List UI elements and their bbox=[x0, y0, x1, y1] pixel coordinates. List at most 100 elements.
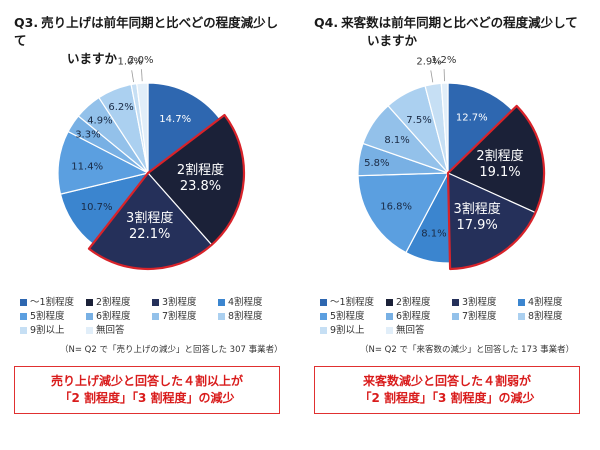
legend-swatch bbox=[518, 313, 525, 320]
legend-item-7: 7割程度 bbox=[452, 310, 518, 324]
title-line2: いますか bbox=[367, 33, 418, 48]
highlight-outline bbox=[446, 104, 546, 271]
legend-label: 7割程度 bbox=[462, 311, 497, 322]
data-label-slice-2: 2割程度 19.1% bbox=[476, 148, 523, 180]
legend-swatch bbox=[320, 299, 327, 306]
legend-item-7: 7割程度 bbox=[152, 310, 218, 324]
data-label-slice-4: 8.1% bbox=[421, 229, 446, 240]
legend-swatch bbox=[386, 327, 393, 334]
legend-swatch bbox=[218, 313, 225, 320]
legend-label: 4割程度 bbox=[228, 297, 263, 308]
data-label-slice-8: 7.5% bbox=[406, 115, 431, 126]
legend-item-1: ～1割程度 bbox=[20, 296, 86, 310]
question-number: Q3. bbox=[14, 15, 39, 30]
legend-item-2: 2割程度 bbox=[86, 296, 152, 310]
data-label-slice-8: 6.2% bbox=[108, 102, 133, 113]
legend-swatch bbox=[20, 313, 27, 320]
pie-slice-10 bbox=[440, 82, 449, 174]
sample-note: （N= Q2 で「売り上げの減少」と回答した 307 事業者） bbox=[60, 345, 283, 355]
pie-slice-1 bbox=[447, 82, 514, 175]
legend-label: 無回答 bbox=[96, 325, 125, 336]
callout-box: 来客数減少と回答した４割弱が 「2 割程度」「3 割程度」の減少 bbox=[314, 366, 580, 414]
legend: ～1割程度 2割程度 3割程度 4割程度 5割程度 6割程度 7割程度 8割程度 9割以上 無回答 bbox=[320, 296, 590, 338]
chart-title: Q4. 来客数は前年同期と比べどの程度減少して いますか bbox=[314, 14, 589, 50]
legend-label: 6割程度 bbox=[396, 311, 431, 322]
legend-item-5: 5割程度 bbox=[20, 310, 86, 324]
chart-panel-q3: Q3. 売り上げは前年同期と比べどの程度減少して いますか 14.7% 2割程度 23… bbox=[14, 14, 290, 414]
legend-label: 2割程度 bbox=[396, 297, 431, 308]
data-label-slice-10: 1.2% bbox=[431, 55, 456, 66]
pie-slice-5 bbox=[57, 130, 150, 195]
legend-item-4: 4割程度 bbox=[218, 296, 284, 310]
title-line1: 売り上げは前年同期と比べどの程度減少して bbox=[14, 15, 279, 48]
legend-label: ～1割程度 bbox=[330, 297, 375, 308]
legend-item-5: 5割程度 bbox=[320, 310, 386, 324]
legend-label: 9割以上 bbox=[30, 325, 65, 336]
legend: ～1割程度 2割程度 3割程度 4割程度 5割程度 6割程度 7割程度 8割程度 9割以上 無回答 bbox=[20, 296, 290, 338]
pie-slice-10 bbox=[136, 82, 149, 174]
pie-slice-5 bbox=[357, 172, 450, 254]
legend-swatch bbox=[86, 313, 93, 320]
legend-label: 2割程度 bbox=[96, 297, 131, 308]
legend-label: 6割程度 bbox=[96, 311, 131, 322]
callout-line1: 売り上げ減少と回答した４割以上が bbox=[50, 374, 243, 388]
legend-label: 7割程度 bbox=[162, 311, 197, 322]
data-label-slice-4: 10.7% bbox=[81, 202, 113, 213]
legend-item-1: ～1割程度 bbox=[320, 296, 386, 310]
data-label-slice-6: 5.8% bbox=[364, 158, 389, 169]
leader-line-slice-9 bbox=[430, 70, 434, 83]
legend-swatch bbox=[86, 299, 93, 306]
legend-swatch bbox=[152, 313, 159, 320]
data-label-slice-6: 3.3% bbox=[75, 129, 100, 140]
data-label-slice-5: 16.8% bbox=[380, 201, 412, 212]
leader-line-slice-9 bbox=[131, 70, 134, 83]
legend-label: 5割程度 bbox=[330, 311, 365, 322]
sample-note: （N= Q2 で「来客数の減少」と回答した 173 事業者） bbox=[360, 345, 575, 355]
legend-item-6: 6割程度 bbox=[386, 310, 452, 324]
legend-swatch bbox=[320, 313, 327, 320]
legend-item-2: 2割程度 bbox=[386, 296, 452, 310]
legend-swatch bbox=[320, 327, 327, 334]
legend-item-6: 6割程度 bbox=[86, 310, 152, 324]
chart-panel-q4: Q4. 来客数は前年同期と比べどの程度減少して いますか 12.7% 2割程度 19.… bbox=[300, 0, 600, 450]
legend-label: 無回答 bbox=[396, 325, 425, 336]
legend-swatch bbox=[20, 299, 27, 306]
data-label-slice-10: 2.0% bbox=[128, 55, 153, 66]
legend-item-9: 9割以上 bbox=[20, 324, 86, 338]
callout-line1: 来客数減少と回答した４割弱が bbox=[362, 374, 531, 388]
chart-title: Q3. 売り上げは前年同期と比べどの程度減少して いますか bbox=[14, 14, 289, 68]
legend-item-8: 8割程度 bbox=[218, 310, 284, 324]
legend-item-9: 9割以上 bbox=[320, 324, 386, 338]
legend-label: 4割程度 bbox=[528, 297, 563, 308]
title-line2: いますか bbox=[67, 51, 118, 66]
legend-label: 8割程度 bbox=[228, 311, 263, 322]
data-label-slice-1: 12.7% bbox=[456, 113, 488, 124]
legend-label: 9割以上 bbox=[330, 325, 365, 336]
legend-label: 8割程度 bbox=[528, 311, 563, 322]
legend-label: 3割程度 bbox=[462, 297, 497, 308]
data-label-slice-5: 11.4% bbox=[71, 162, 103, 173]
legend-item-4: 4割程度 bbox=[518, 296, 584, 310]
legend-label: 5割程度 bbox=[30, 311, 65, 322]
data-label-slice-9: 1.0% bbox=[117, 56, 142, 67]
data-label-slice-3: 3割程度 17.9% bbox=[453, 201, 500, 233]
callout-line2: 「2 割程度」「3 割程度」の減少 bbox=[59, 391, 235, 405]
data-label-slice-3: 3割程度 22.1% bbox=[126, 210, 173, 242]
data-label-slice-7: 4.9% bbox=[87, 115, 112, 126]
data-label-slice-7: 8.1% bbox=[384, 135, 409, 146]
callout-line2: 「2 割程度」「3 割程度」の減少 bbox=[359, 391, 535, 405]
highlight-outline bbox=[87, 113, 246, 271]
legend-swatch bbox=[218, 299, 225, 306]
legend-swatch bbox=[86, 327, 93, 334]
legend-swatch bbox=[452, 299, 459, 306]
callout-box: 売り上げ減少と回答した４割以上が 「2 割程度」「3 割程度」の減少 bbox=[14, 366, 280, 414]
title-line1: 来客数は前年同期と比べどの程度減少して bbox=[341, 15, 578, 30]
legend-swatch bbox=[386, 299, 393, 306]
pie-chart: 12.7% 2割程度 19.1% 3割程度 17.9% 8.1% 16.8% 5.8% 8.1%… bbox=[357, 55, 546, 271]
legend-swatch bbox=[152, 299, 159, 306]
legend-swatch bbox=[518, 299, 525, 306]
leader-line-slice-10 bbox=[141, 69, 143, 82]
data-label-slice-2: 2割程度 23.8% bbox=[177, 162, 224, 194]
legend-item-3: 3割程度 bbox=[452, 296, 518, 310]
question-number: Q4. bbox=[314, 15, 339, 30]
